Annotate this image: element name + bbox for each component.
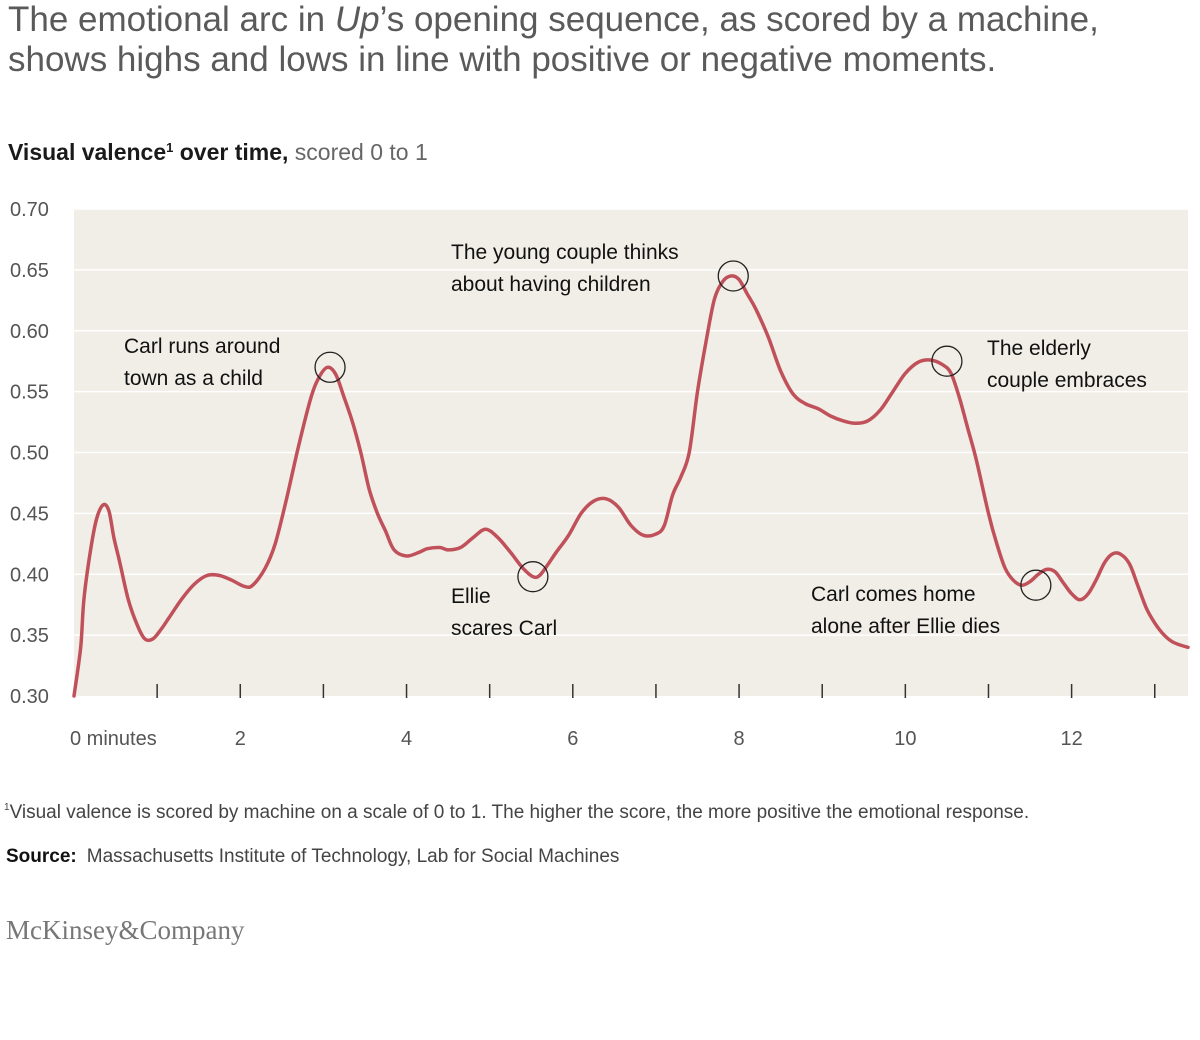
annotation-label: scares Carl (451, 617, 557, 640)
headline: The emotional arc in Up’s opening sequen… (8, 0, 1188, 80)
headline-film: Up (334, 0, 380, 39)
annotation-label: Carl comes home (811, 583, 976, 606)
valence-chart: 0.70 0.65 0.60 0.55 0.50 0.45 0.40 0.35 0.30 0 mi… (10, 199, 1190, 750)
y-tick-label: 0.30 (10, 686, 49, 708)
y-tick-label: 0.65 (10, 260, 49, 282)
x-tick-label: 8 (734, 728, 745, 750)
source: Source: Massachusetts Institute of Techno… (6, 846, 619, 868)
annotation-marker (1020, 569, 1052, 601)
annotation-label: The elderly (987, 337, 1091, 360)
chart-subtitle: Visual valence1 over time, scored 0 to 1 (8, 139, 428, 166)
annotation-label: couple embraces (987, 369, 1147, 392)
annotation-label: Ellie (451, 585, 491, 608)
annotation-marker (717, 260, 749, 292)
footnote-text: Visual valence is scored by machine on a… (9, 802, 1030, 823)
annotation-label: The young couple thinks (451, 241, 679, 264)
x-tick-label: 0 minutes (70, 728, 157, 750)
subtitle-bold: Visual valence1 over time, (8, 139, 288, 165)
source-label: Source: (6, 846, 77, 867)
footnote: 1Visual valence is scored by machine on … (4, 795, 1104, 826)
x-tick-label: 4 (401, 728, 412, 750)
annotation-marker (517, 561, 549, 593)
x-tick-label: 12 (1060, 728, 1082, 750)
mckinsey-logo: McKinsey&Company (6, 915, 245, 945)
x-tick-label: 10 (894, 728, 916, 750)
valence-series-line (72, 274, 1190, 698)
annotation-marker (314, 351, 346, 383)
y-tick-label: 0.60 (10, 321, 49, 343)
subtitle-bold2: over time, (173, 139, 289, 165)
headline-post: ’s opening sequence, as scored by a mach… (8, 0, 1099, 79)
annotation-label: alone after Ellie dies (811, 615, 1000, 638)
y-tick-label: 0.50 (10, 443, 49, 465)
headline-pre: The emotional arc in (8, 0, 335, 39)
y-tick-label: 0.45 (10, 503, 49, 525)
y-tick-label: 0.55 (10, 382, 49, 404)
y-tick-label: 0.70 (10, 199, 49, 221)
annotation-label: about having children (451, 273, 651, 296)
annotation-label: town as a child (124, 367, 263, 390)
subtitle-rest: scored 0 to 1 (288, 139, 428, 165)
x-tick-label: 2 (235, 728, 246, 750)
x-tick-label: 6 (567, 728, 578, 750)
y-tick-label: 0.35 (10, 625, 49, 647)
subtitle-sup: 1 (166, 140, 174, 155)
annotation-marker (931, 345, 963, 377)
source-text: Massachusetts Institute of Technology, L… (86, 846, 620, 867)
subtitle-bold-text: Visual valence (8, 139, 167, 165)
y-tick-label: 0.40 (10, 564, 49, 586)
footnote-sup: 1 (4, 802, 10, 813)
annotation-label: Carl runs around (124, 335, 280, 358)
